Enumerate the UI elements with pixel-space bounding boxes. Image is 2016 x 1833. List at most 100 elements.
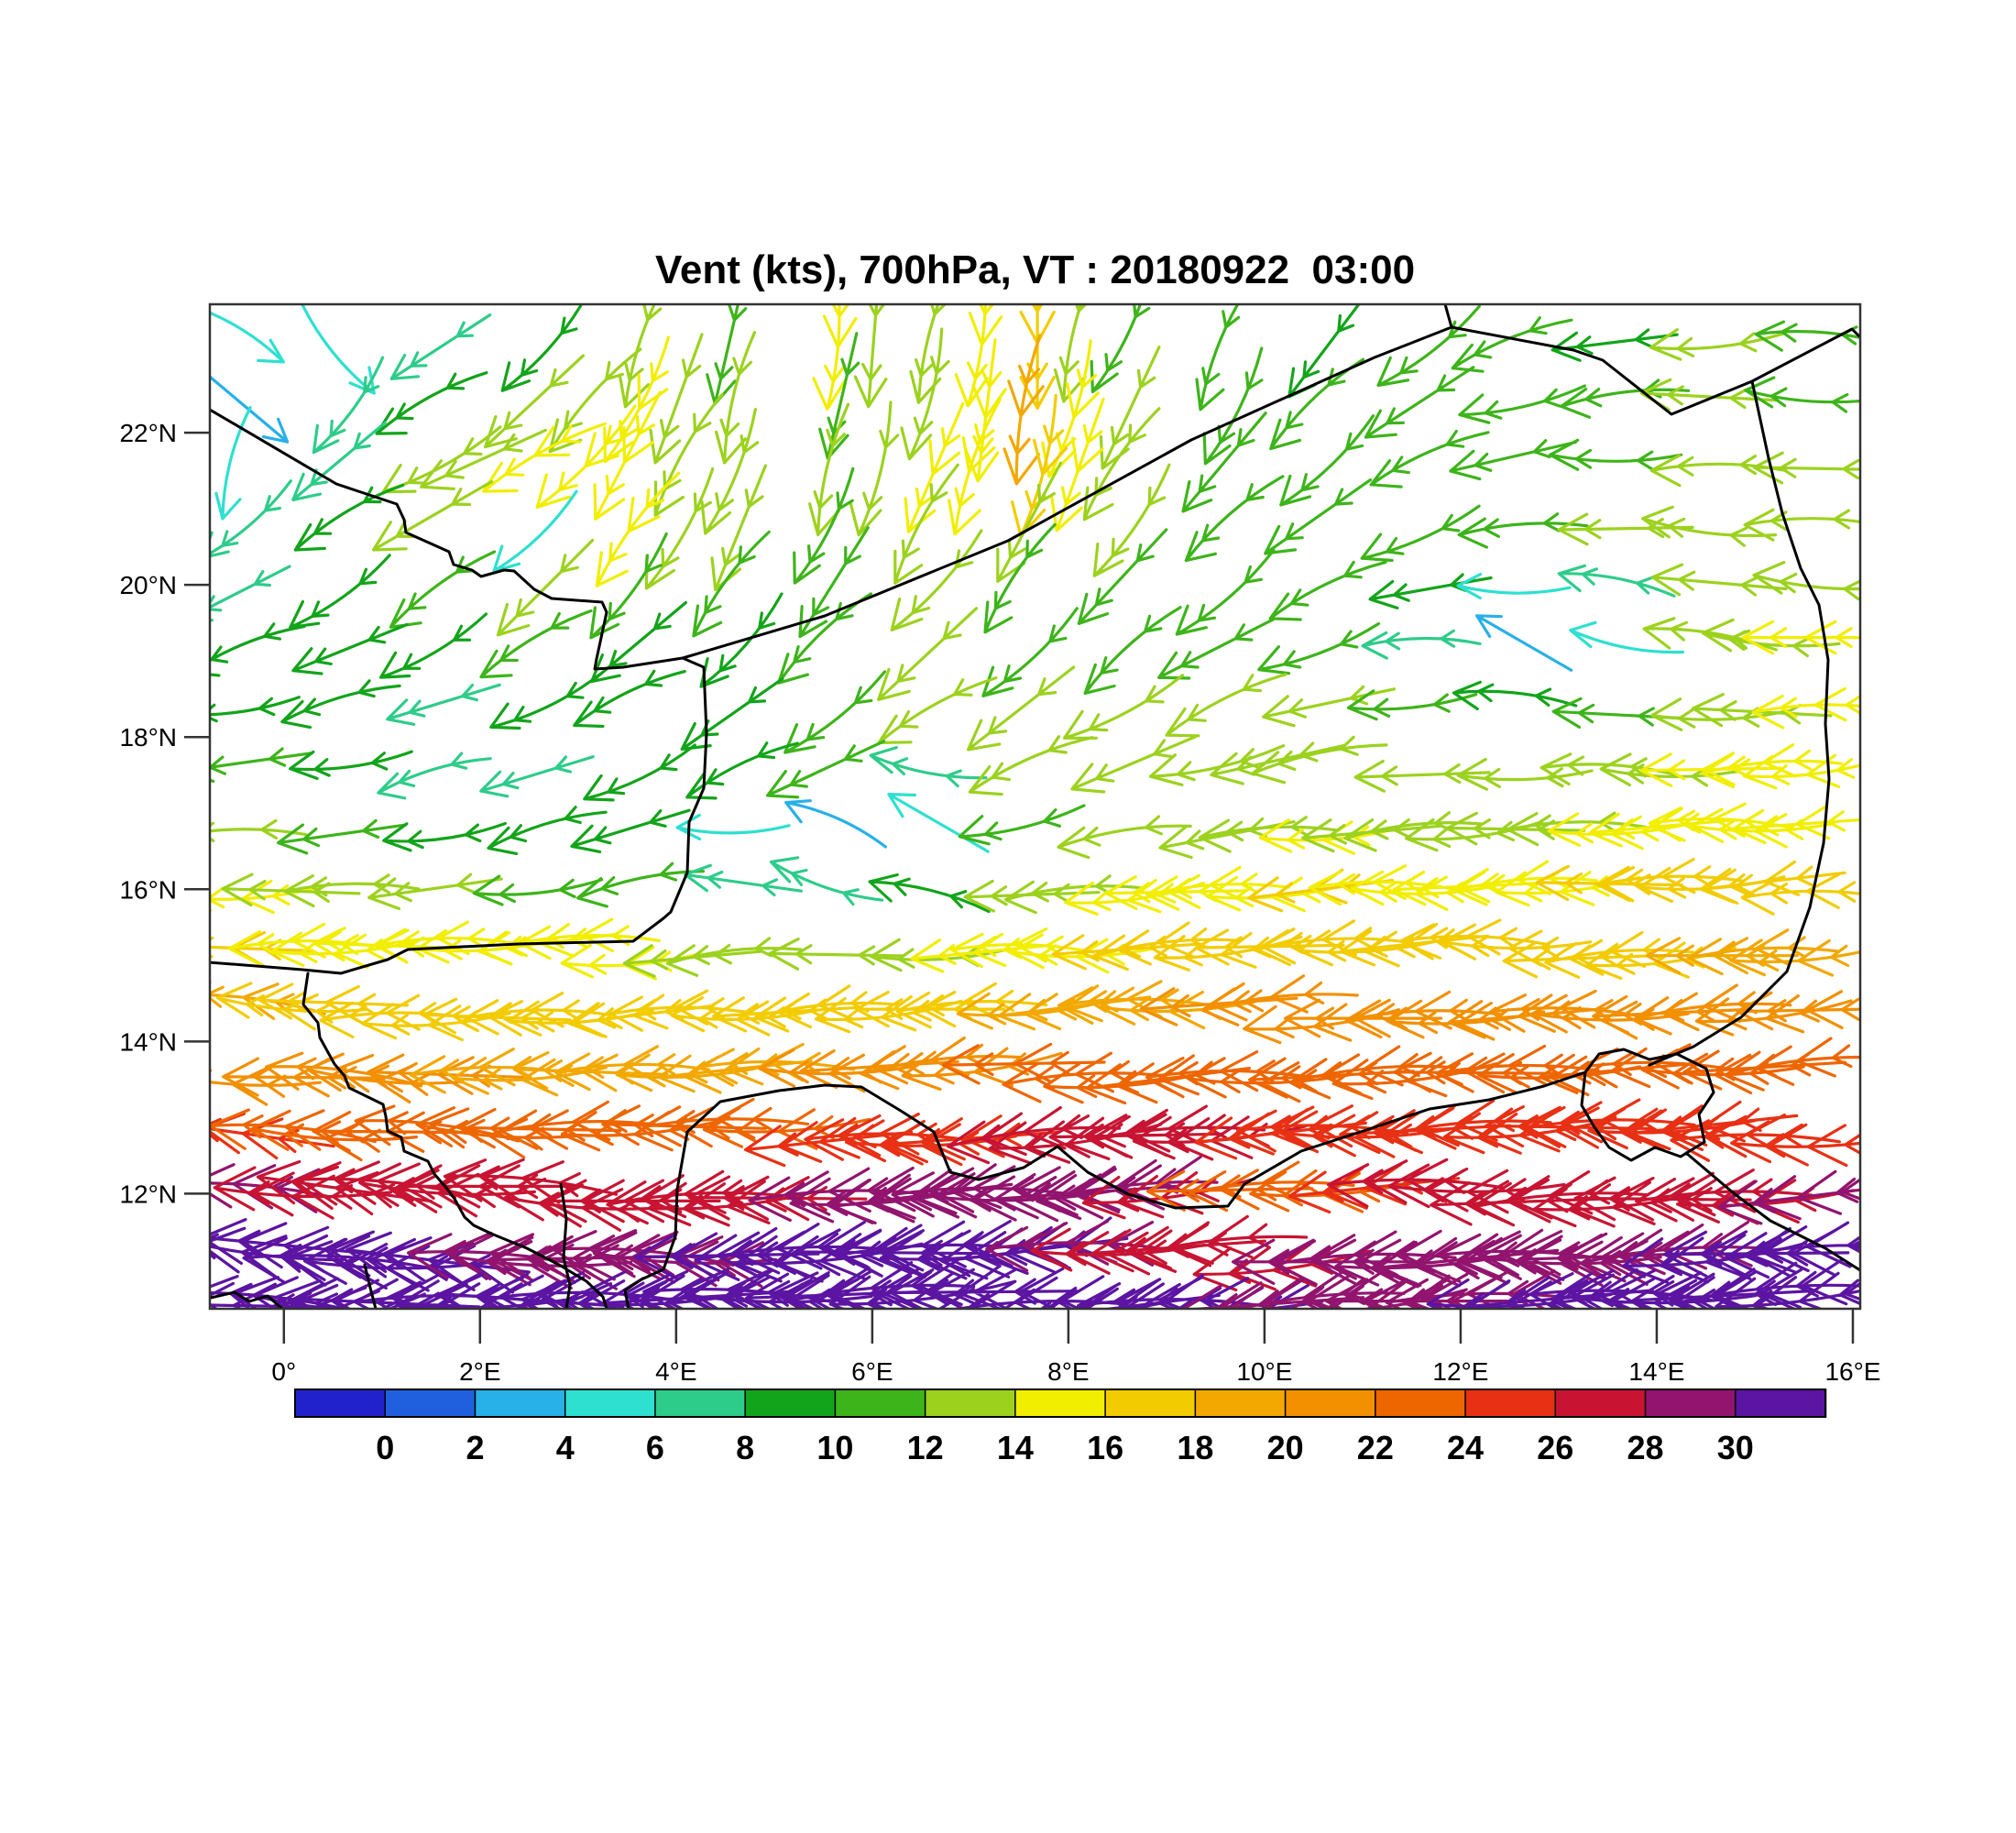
colorbar: 0 2 4 6 8 10 12 14 16 18 20 22 24 26 28 30 xyxy=(294,1388,1827,1466)
wind-barb xyxy=(210,696,301,723)
wind-barb xyxy=(1701,618,1841,658)
wind-barb xyxy=(389,313,492,380)
wind-barb xyxy=(1752,451,1860,485)
colorbar-segment xyxy=(294,1388,387,1418)
wind-barb xyxy=(548,347,642,454)
colorbar-label: 20 xyxy=(1267,1429,1304,1466)
wind-barb xyxy=(1649,454,1787,488)
wind-barb xyxy=(1451,316,1573,373)
colorbar-segment xyxy=(924,1388,1017,1418)
wind-barb xyxy=(1526,1098,1696,1148)
wind-barb xyxy=(1441,923,1593,967)
colorbar-segment xyxy=(654,1388,747,1418)
lon-label: 10°E xyxy=(1236,1357,1292,1386)
wind-barb xyxy=(482,422,608,493)
wind-barb xyxy=(377,752,492,800)
wind-barb xyxy=(694,1220,882,1281)
wind-barb xyxy=(389,550,497,629)
wind-barb xyxy=(1547,812,1690,851)
wind-barb xyxy=(748,1166,929,1222)
lon-label: 6°E xyxy=(851,1357,893,1386)
wind-barb xyxy=(409,1048,567,1094)
wind-barb xyxy=(653,392,724,517)
wind-barb xyxy=(983,522,1057,634)
wind-barb xyxy=(1385,1269,1571,1309)
wind-barb xyxy=(910,932,1052,973)
wind-barb xyxy=(1641,505,1778,547)
wind-barb xyxy=(1506,811,1648,847)
wind-barb xyxy=(1468,1268,1654,1309)
wind-barb xyxy=(293,1277,481,1309)
wind-barb xyxy=(283,873,421,907)
wind-barb xyxy=(1003,334,1045,486)
wind-barb xyxy=(1364,366,1475,439)
wind-barb xyxy=(1325,1278,1509,1309)
wind-barb xyxy=(1635,1169,1813,1223)
wind-barb xyxy=(670,996,818,1037)
wind-barb xyxy=(1458,384,1586,424)
wind-barb xyxy=(1268,560,1387,621)
wind-barb xyxy=(692,530,771,638)
wind-barb xyxy=(1279,414,1375,507)
wind-barb xyxy=(1090,1104,1266,1159)
wind-barb xyxy=(1549,438,1683,471)
wind-barb xyxy=(576,862,706,908)
wind-barb xyxy=(1471,1169,1649,1227)
wind-barb xyxy=(1269,357,1365,451)
wind-barb xyxy=(1198,816,1340,853)
wind-barb xyxy=(1181,412,1267,513)
wind-barb xyxy=(768,937,905,971)
wind-barb xyxy=(618,304,663,409)
colorbar-segment xyxy=(1014,1388,1107,1418)
wind-barb xyxy=(1650,563,1788,597)
wind-barb xyxy=(1447,993,1606,1039)
wind-barb xyxy=(312,356,385,455)
wind-barb xyxy=(1557,564,1676,598)
wind-barb xyxy=(1495,871,1641,907)
wind-barb xyxy=(948,398,1002,536)
wind-barb xyxy=(877,676,998,744)
wind-barb xyxy=(293,483,405,552)
wind-barb xyxy=(210,479,292,558)
wind-barb xyxy=(830,1163,1013,1224)
lat-label: 14°N xyxy=(119,1027,177,1056)
colorbar-label: 12 xyxy=(907,1429,944,1466)
wind-barb xyxy=(371,479,494,552)
wind-barb xyxy=(1057,980,1214,1025)
wind-barb xyxy=(909,304,948,404)
wind-barb xyxy=(222,1057,382,1098)
lon-label: 12°E xyxy=(1432,1357,1488,1386)
wind-barb xyxy=(1489,989,1649,1033)
wind-barb xyxy=(1596,858,1745,903)
colorbar-label: 10 xyxy=(816,1429,853,1466)
wind-barb xyxy=(1449,439,1577,481)
wind-barb xyxy=(500,304,584,392)
colorbar-segment xyxy=(474,1388,566,1418)
wind-barb xyxy=(1368,573,1493,609)
wind-barb xyxy=(1057,815,1192,860)
map-area xyxy=(210,304,1860,1309)
wind-barb xyxy=(422,997,572,1037)
wind-barb xyxy=(1732,804,1860,845)
wind-barb xyxy=(1560,379,1691,419)
wind-barb xyxy=(345,1231,531,1294)
lat-label: 20°N xyxy=(119,571,177,599)
wind-barb xyxy=(1344,990,1504,1039)
wind-barb xyxy=(1736,990,1860,1031)
wind-barb xyxy=(1083,606,1182,695)
wind-barb xyxy=(289,554,391,630)
wind-barb xyxy=(1070,735,1197,794)
wind-barb xyxy=(1092,463,1171,577)
wind-barb xyxy=(1456,572,1572,600)
lon-label: 0° xyxy=(271,1357,296,1386)
wind-barb xyxy=(893,463,959,585)
wind-barb xyxy=(210,981,326,1020)
wind-barb xyxy=(1063,674,1185,740)
wind-barb xyxy=(375,371,488,435)
wind-barb xyxy=(1041,339,1101,478)
wind-barb xyxy=(489,672,603,730)
wind-barb xyxy=(1195,304,1241,412)
wind-barb xyxy=(367,873,503,910)
